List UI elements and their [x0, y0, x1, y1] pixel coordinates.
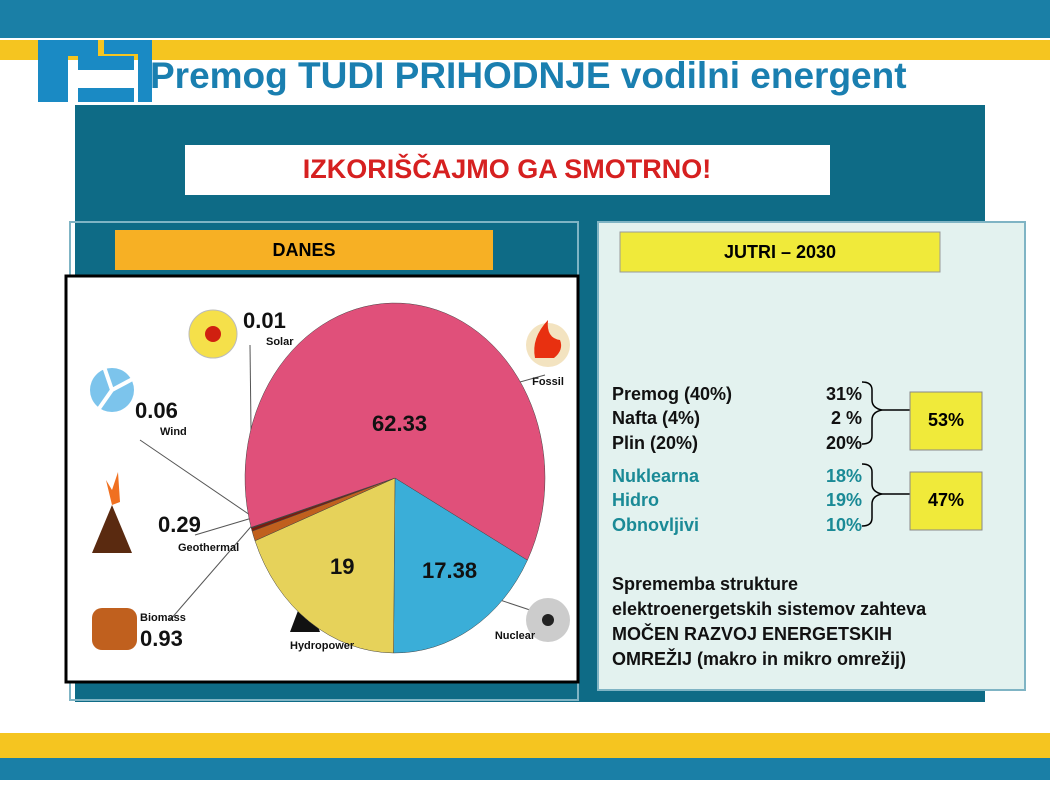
slice-value: 0.93 — [140, 626, 183, 651]
left-heading-box — [115, 230, 493, 270]
note-line: elektroenergetskih sistemov zahteva — [612, 599, 927, 619]
mix-name: Plin (20%) — [612, 433, 698, 453]
mix-share: 19% — [826, 490, 862, 510]
slice-value: 0.06 — [135, 398, 178, 423]
title: Premog TUDI PRIHODNJE vodilni energent — [150, 55, 907, 96]
slice-value: 62.33 — [372, 411, 427, 436]
bottom-band — [0, 758, 1050, 780]
top-stripe — [0, 40, 1050, 60]
note-line: OMREŽIJ (makro in mikro omrežij) — [612, 648, 906, 669]
slice-value: 0.29 — [158, 512, 201, 537]
mix-share: 2 % — [831, 408, 862, 428]
slice-label: Nuclear — [495, 630, 536, 642]
right-heading: JUTRI – 2030 — [724, 242, 836, 262]
right-heading-box — [619, 231, 941, 273]
mix-name: Premog (40%) — [612, 384, 732, 404]
banner-box — [185, 145, 830, 195]
slice-label: Fossil — [532, 376, 564, 388]
slice-label: Geothermal — [178, 542, 239, 554]
mix-name: Obnovljivi — [612, 515, 699, 535]
slice-value: 17.38 — [422, 558, 477, 583]
mix-share: 18% — [826, 466, 862, 486]
top-band — [0, 0, 1050, 38]
slice-value: 19 — [330, 554, 354, 579]
left-heading: DANES — [272, 240, 335, 260]
mix-share: 31% — [826, 384, 862, 404]
mix-share: 10% — [826, 515, 862, 535]
group-share: 53% — [928, 410, 964, 430]
mix-name: Nafta (4%) — [612, 408, 700, 428]
banner: IZKORIŠČAJMO GA SMOTRNO! — [303, 153, 712, 184]
pie-slice — [393, 477, 528, 654]
mix-share: 20% — [826, 433, 862, 453]
note-line: MOČEN RAZVOJ ENERGETSKIH — [612, 623, 892, 644]
slice-label: Biomass — [140, 612, 186, 624]
mix-name: Hidro — [612, 490, 659, 510]
group-box — [909, 391, 983, 451]
braces — [861, 381, 910, 527]
bottom-stripe — [0, 733, 1050, 758]
pie-slice — [244, 302, 546, 561]
icons — [90, 309, 570, 650]
note-line: Sprememba strukture — [612, 574, 798, 594]
slice-value: 0.01 — [243, 308, 286, 333]
group-share: 47% — [928, 490, 964, 510]
mix-name: Nuklearna — [612, 466, 700, 486]
logo — [38, 40, 152, 102]
pie-slice — [254, 477, 396, 654]
right-panel — [597, 221, 1026, 691]
slice-label: Solar — [266, 336, 294, 348]
slice-label: Hydropower — [290, 640, 355, 652]
group-box — [909, 471, 983, 531]
slice-label: Wind — [160, 426, 187, 438]
